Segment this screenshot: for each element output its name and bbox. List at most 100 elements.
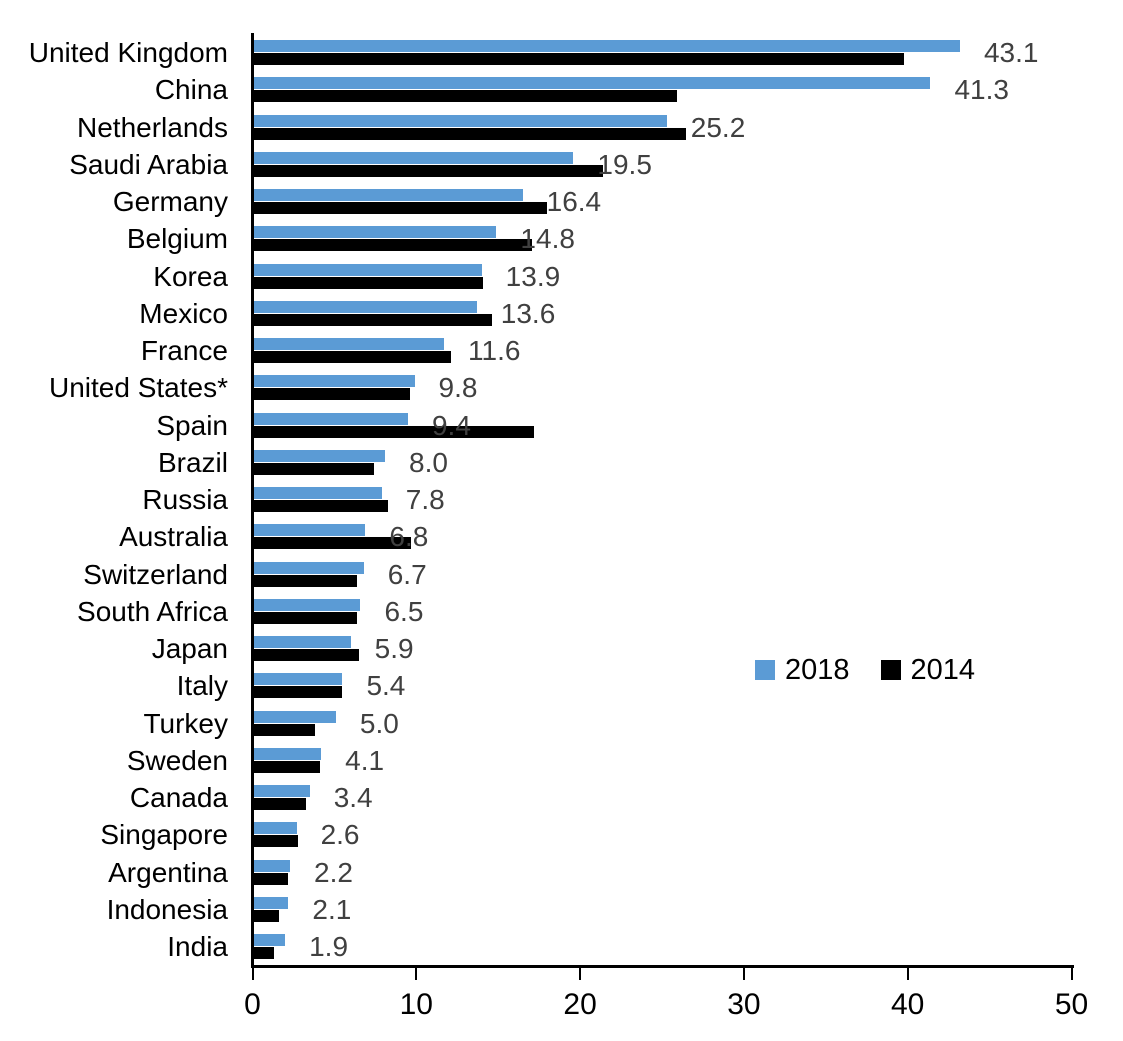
value-label: 6.7 [387,558,427,590]
legend-item-2018: 2018 [755,655,850,685]
bar-2014 [254,723,315,736]
value-label: 1.9 [309,931,349,962]
bar-2014 [254,760,320,773]
category-label: Argentina [108,856,228,888]
legend: 2018 2014 [755,655,975,685]
y-axis-line [251,33,254,968]
bar-2014 [254,537,412,550]
value-label: 6.8 [389,521,429,553]
bar-2018 [254,710,336,723]
value-label: 2.6 [320,819,360,851]
bar-2014 [254,127,687,140]
value-label: 3.4 [333,782,373,813]
bar-2014 [254,351,451,363]
category-label: Belgium [126,223,228,255]
value-label: 6.5 [384,595,424,627]
bar-2014 [254,313,492,326]
value-label: 9.4 [431,409,471,441]
category-label: Brazil [157,446,228,478]
bar-2014 [254,202,548,214]
category-label: South Africa [77,595,228,627]
x-tick [906,968,909,980]
category-label: United Kingdom [28,37,228,68]
value-label: 14.8 [520,223,575,255]
bar-2014 [254,425,535,438]
bar-2018 [254,636,351,648]
bar-2018 [254,859,291,872]
category-label: Russia [142,484,228,515]
value-label: 16.4 [546,186,602,217]
bar-2014 [254,574,358,587]
category-label: France [140,335,228,366]
bar-2018 [254,77,931,90]
category-label: China [154,74,228,106]
category-label: Germany [112,186,228,217]
category-label: Italy [176,670,228,702]
value-label: 9.8 [438,372,478,404]
bar-2014 [254,947,274,959]
value-label: 13.9 [505,260,561,292]
bar-2018 [254,934,286,946]
value-label: 4.1 [345,744,385,776]
category-label: Korea [153,260,228,292]
bar-2014 [254,53,905,65]
bar-2018 [254,822,297,835]
bar-2018 [254,487,382,499]
value-label: 25.2 [690,111,746,143]
bar-2018 [254,598,361,611]
legend-label-2018: 2018 [785,654,850,686]
bar-2014 [254,388,410,401]
x-tick-label: 50 [1054,988,1089,1021]
bar-2014 [254,686,343,699]
bar-2018 [254,189,523,201]
bar-2018 [254,524,366,537]
bar-2014 [254,276,484,289]
bar-2018 [254,263,482,276]
category-label: Saudi Arabia [69,148,228,180]
category-label: Spain [156,409,228,441]
category-label: Mexico [139,297,228,329]
legend-swatch-2014-icon [880,660,901,680]
bar-2018 [254,673,343,686]
bar-2014 [254,872,289,885]
legend-swatch-2018-icon [755,660,775,680]
x-tick [742,968,745,980]
legend-item-2014: 2014 [880,655,975,685]
value-label: 5.0 [359,707,399,739]
x-tick-label: 20 [563,988,597,1021]
bar-2014 [254,611,358,624]
x-tick [251,968,254,980]
bar-2018 [254,40,960,52]
bar-2018 [254,449,386,462]
category-label: Australia [119,521,228,553]
x-tick [415,968,418,980]
value-label: 7.8 [405,484,445,515]
value-label: 8.0 [409,446,448,478]
bar-2018 [254,412,408,425]
bar-2018 [254,785,310,797]
bar-2014 [254,835,299,848]
bar-2018 [254,226,497,239]
x-tick-label: 10 [399,988,433,1021]
bar-2014 [254,164,603,177]
bar-2018 [254,896,289,909]
bar-2018 [254,338,444,350]
x-tick-label: 40 [891,988,925,1021]
value-label: 5.4 [366,670,406,702]
bar-2014 [254,239,533,252]
bar-2014 [254,500,389,512]
value-label: 2.2 [314,856,353,888]
bar-2018 [254,375,415,388]
value-label: 13.6 [500,297,556,329]
value-label: 5.9 [374,633,414,664]
category-label: Japan [151,633,228,664]
value-label: 2.1 [312,893,352,925]
category-label: Switzerland [83,558,228,590]
value-label: 43.1 [983,37,1039,68]
category-label: Indonesia [106,893,228,925]
x-tick-label: 30 [727,988,761,1021]
category-label: Canada [129,782,228,813]
value-label: 41.3 [954,74,1009,106]
category-label: Turkey [143,707,228,739]
category-label: Netherlands [77,111,228,143]
